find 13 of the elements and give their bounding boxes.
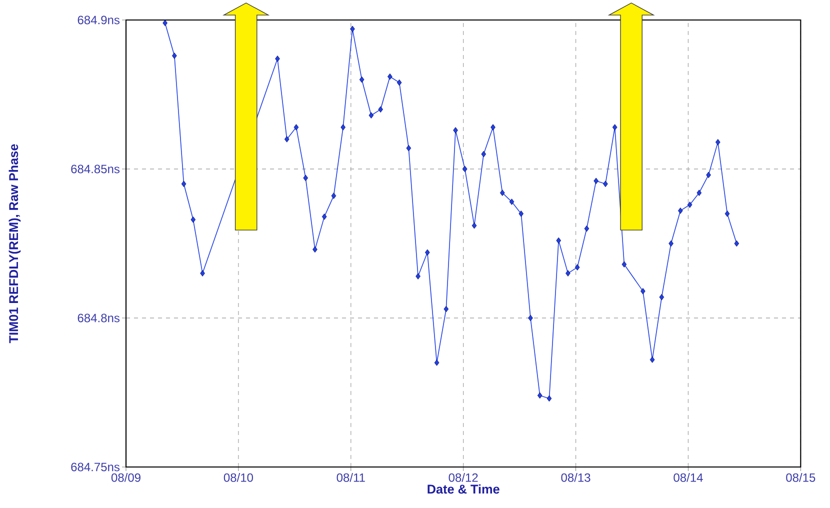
y-axis-title: TIM01 REFDLY(REM), Raw Phase bbox=[8, 144, 21, 344]
x-tick-label: 08/11 bbox=[336, 473, 365, 482]
y-tick-label: 684.8ns bbox=[78, 314, 120, 322]
x-axis-title: Date & Time bbox=[428, 484, 500, 494]
x-tick-label: 08/12 bbox=[448, 473, 478, 482]
y-tick-label: 684.85ns bbox=[71, 164, 120, 174]
x-tick-label: 08/09 bbox=[111, 473, 140, 482]
x-tick-label: 08/14 bbox=[674, 473, 703, 482]
x-tick-label: 08/10 bbox=[224, 473, 253, 482]
x-tick-label: 08/15 bbox=[786, 473, 816, 482]
y-tick-label: 684.9ns bbox=[78, 16, 120, 24]
y-tick-label: 684.75ns bbox=[71, 462, 120, 472]
x-tick-label: 08/13 bbox=[561, 473, 590, 482]
